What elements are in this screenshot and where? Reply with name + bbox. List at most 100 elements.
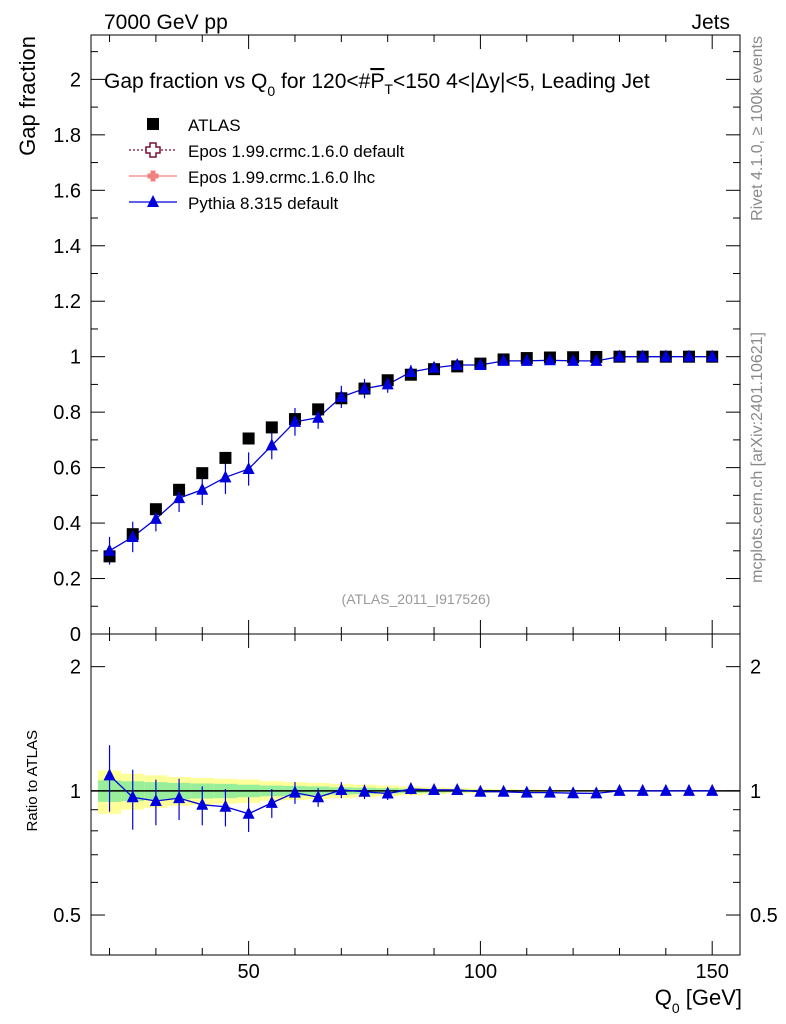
pythia-point bbox=[543, 353, 556, 366]
ratio-pythia-point bbox=[312, 790, 325, 803]
ratio-pythia-point bbox=[242, 806, 255, 819]
x-tick-label: 150 bbox=[695, 961, 728, 983]
pythia-point bbox=[683, 349, 696, 362]
pythia-point bbox=[497, 353, 510, 366]
ratio-pythia-point bbox=[659, 783, 672, 796]
legend-label: Epos 1.99.crmc.1.6.0 lhc bbox=[188, 168, 376, 187]
x-label-q: Q bbox=[655, 985, 672, 1010]
ratio-pythia-point bbox=[683, 783, 696, 796]
y-axis-label: Gap fraction bbox=[15, 36, 40, 156]
pythia-point bbox=[103, 543, 116, 556]
pythia-point bbox=[706, 349, 719, 362]
pythia-point bbox=[265, 438, 278, 451]
legend-label: Epos 1.99.crmc.1.6.0 default bbox=[188, 142, 405, 161]
ratio-pythia-point bbox=[196, 797, 209, 810]
pythia-point bbox=[219, 470, 232, 483]
ratio-tick-label-right: 2 bbox=[750, 657, 761, 679]
title-part-b-sub: T bbox=[384, 81, 393, 97]
ratio-tick-label-left: 0.5 bbox=[53, 905, 81, 927]
ratio-pythia-point bbox=[451, 782, 464, 795]
pythia-point bbox=[173, 491, 186, 504]
y-tick-label: 0.2 bbox=[53, 569, 81, 591]
y-tick-label: 0.4 bbox=[53, 513, 81, 535]
ratio-pythia-point bbox=[428, 782, 441, 795]
title-part-c: <150 4<|Δy|<5, Leading Jet bbox=[393, 70, 650, 93]
atlas-point bbox=[173, 483, 186, 496]
ratio-tick-label-right: 1 bbox=[750, 781, 761, 803]
atlas-point bbox=[149, 503, 162, 516]
ratio-pythia-point bbox=[335, 782, 348, 795]
ratio-tick-label-right: 0.5 bbox=[750, 905, 778, 927]
pythia-point bbox=[428, 360, 441, 373]
pythia-point bbox=[520, 353, 533, 366]
ratio-plot-frame bbox=[90, 633, 741, 956]
atlas-point bbox=[242, 432, 255, 445]
pythia-line bbox=[109, 356, 713, 552]
x-label-unit: [GeV] bbox=[680, 985, 742, 1010]
ratio-pythia-point bbox=[636, 783, 649, 796]
header-left: 7000 GeV pp bbox=[104, 11, 228, 34]
legend-label: ATLAS bbox=[188, 116, 241, 135]
x-axis-label: Q0 [GeV] bbox=[655, 985, 742, 1016]
mcplots-label: mcplots.cern.ch [arXiv:2401.10621] bbox=[749, 332, 766, 583]
pythia-point bbox=[149, 511, 162, 524]
pythia-point bbox=[451, 358, 464, 371]
legend-marker-pythia bbox=[147, 195, 159, 207]
ratio-pythia-point bbox=[706, 783, 719, 796]
x-tick-label: 50 bbox=[237, 961, 259, 983]
pythia-point bbox=[404, 364, 417, 377]
rivet-label: Rivet 4.1.0, ≥ 100k events bbox=[749, 36, 766, 221]
pythia-point bbox=[242, 461, 255, 474]
x-tick-label: 100 bbox=[464, 961, 497, 983]
y-tick-label: 0 bbox=[70, 624, 81, 646]
ratio-pythia-point bbox=[358, 784, 371, 797]
atlas-point bbox=[196, 467, 209, 480]
ratio-pythia-point bbox=[613, 783, 626, 796]
ratio-pythia-point bbox=[567, 786, 580, 799]
legend: ATLAS Epos 1.99.crmc.1.6.0 default Epos 1.… bbox=[129, 116, 405, 213]
title-part-b-over: P bbox=[370, 70, 384, 93]
axes: 50 100 150 0 0.2 0.4 0.6 0.8 1 1.2 1.4 1.6 1.8 2 0.5 0.… bbox=[53, 35, 778, 983]
pythia-point bbox=[590, 353, 603, 366]
ratio-pythia-point bbox=[288, 785, 301, 798]
ratio-pythia-point bbox=[497, 784, 510, 797]
ratio-pythia-point bbox=[404, 782, 417, 795]
title-part-a: Gap fraction vs Q bbox=[104, 70, 267, 93]
pythia-point bbox=[636, 349, 649, 362]
ratio-tick-label-left: 2 bbox=[70, 657, 81, 679]
pythia-point bbox=[335, 389, 348, 402]
atlas-point bbox=[312, 403, 325, 416]
pythia-point bbox=[312, 410, 325, 423]
legend-marker-epos-default bbox=[145, 142, 161, 158]
pythia-point bbox=[474, 358, 487, 371]
ratio-pythia-point bbox=[520, 785, 533, 798]
ratio-pythia-point bbox=[103, 768, 116, 781]
analysis-watermark: (ATLAS_2011_I917526) bbox=[342, 591, 491, 607]
pythia-point bbox=[358, 381, 371, 394]
legend-label: Pythia 8.315 default bbox=[188, 194, 339, 213]
y-tick-label: 1 bbox=[70, 347, 81, 369]
ratio-pythia-point bbox=[543, 785, 556, 798]
legend-marker-epos-lhc bbox=[147, 170, 159, 182]
y-tick-label: 1.2 bbox=[53, 291, 81, 313]
legend-marker-atlas bbox=[147, 118, 159, 130]
pythia-point bbox=[196, 482, 209, 495]
title-part-b: for 120<# bbox=[275, 70, 370, 93]
y-tick-label: 1.4 bbox=[53, 236, 81, 258]
atlas-point bbox=[265, 421, 278, 434]
y-tick-label: 0.8 bbox=[53, 402, 81, 424]
ratio-y-axis-label: Ratio to ATLAS bbox=[24, 730, 41, 831]
pythia-point bbox=[567, 353, 580, 366]
x-label-sub: 0 bbox=[672, 1000, 680, 1016]
chart-title: Gap fraction vs Q0 for 120<#PT<150 4<|Δy… bbox=[104, 70, 650, 99]
ratio-pythia-point bbox=[219, 799, 232, 812]
pythia-point bbox=[613, 349, 626, 362]
ratio-pythia-point bbox=[381, 786, 394, 799]
pythia-point bbox=[659, 349, 672, 362]
atlas-point bbox=[219, 451, 232, 464]
ratio-tick-label-left: 1 bbox=[70, 781, 81, 803]
ratio-pythia-point bbox=[265, 795, 278, 808]
ratio-pythia-point bbox=[149, 793, 162, 806]
ratio-pythia-point bbox=[474, 784, 487, 797]
